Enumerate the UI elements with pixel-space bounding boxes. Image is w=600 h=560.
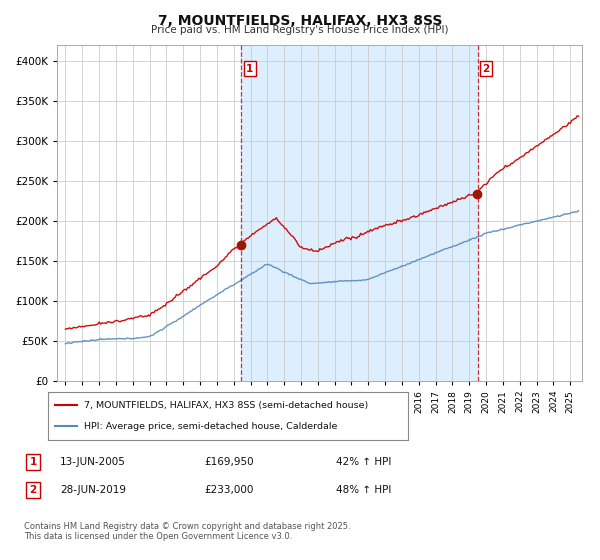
- Text: £169,950: £169,950: [204, 457, 254, 467]
- Text: 28-JUN-2019: 28-JUN-2019: [60, 485, 126, 495]
- Text: 7, MOUNTFIELDS, HALIFAX, HX3 8SS (semi-detached house): 7, MOUNTFIELDS, HALIFAX, HX3 8SS (semi-d…: [84, 401, 368, 410]
- Text: 7, MOUNTFIELDS, HALIFAX, HX3 8SS: 7, MOUNTFIELDS, HALIFAX, HX3 8SS: [158, 14, 442, 28]
- Text: HPI: Average price, semi-detached house, Calderdale: HPI: Average price, semi-detached house,…: [84, 422, 337, 431]
- Text: 42% ↑ HPI: 42% ↑ HPI: [336, 457, 391, 467]
- Text: 1: 1: [247, 64, 254, 74]
- Bar: [241, 45, 478, 381]
- Text: 2: 2: [482, 64, 490, 74]
- Text: Price paid vs. HM Land Registry's House Price Index (HPI): Price paid vs. HM Land Registry's House …: [151, 25, 449, 35]
- Text: 13-JUN-2005: 13-JUN-2005: [60, 457, 126, 467]
- Text: 2: 2: [29, 485, 37, 495]
- Text: Contains HM Land Registry data © Crown copyright and database right 2025.
This d: Contains HM Land Registry data © Crown c…: [24, 522, 350, 542]
- Text: 1: 1: [29, 457, 37, 467]
- Text: £233,000: £233,000: [204, 485, 253, 495]
- Text: 48% ↑ HPI: 48% ↑ HPI: [336, 485, 391, 495]
